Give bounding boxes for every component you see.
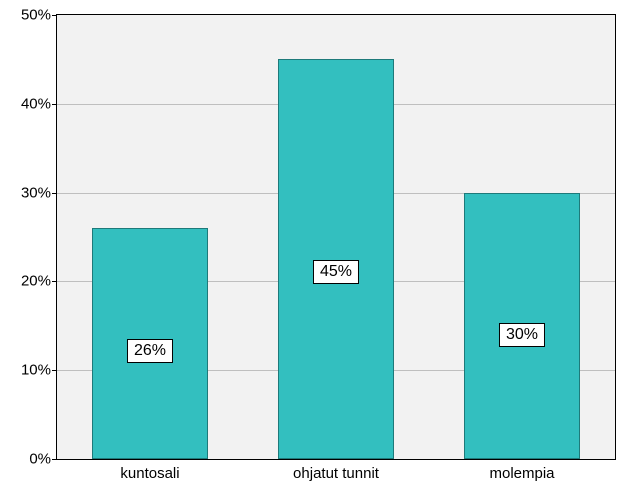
x-tick-label: kuntosali xyxy=(120,459,179,482)
bar-value-label: 45% xyxy=(313,260,359,284)
bar-chart: 0% 10% 20% 30% 40% 50% 26% 45% 30% kuntosali ohj… xyxy=(0,0,626,501)
y-tick-label: 30% xyxy=(21,184,57,201)
y-tick-label: 0% xyxy=(29,451,57,468)
bars-layer: 26% 45% 30% xyxy=(57,15,615,459)
y-tick-label: 20% xyxy=(21,273,57,290)
y-tick-label: 10% xyxy=(21,362,57,379)
y-tick-label: 50% xyxy=(21,7,57,24)
bar: 30% xyxy=(464,193,579,459)
x-tick-label: ohjatut tunnit xyxy=(293,459,379,482)
bar: 26% xyxy=(92,228,207,459)
x-tick-label: molempia xyxy=(489,459,554,482)
bar-value-label: 30% xyxy=(499,323,545,347)
y-tick-label: 40% xyxy=(21,95,57,112)
bar-value-label: 26% xyxy=(127,339,173,363)
bar: 45% xyxy=(278,59,393,459)
plot-area: 0%10%20%30%40%50% 26%45%30% kuntosaliohj… xyxy=(56,14,616,460)
